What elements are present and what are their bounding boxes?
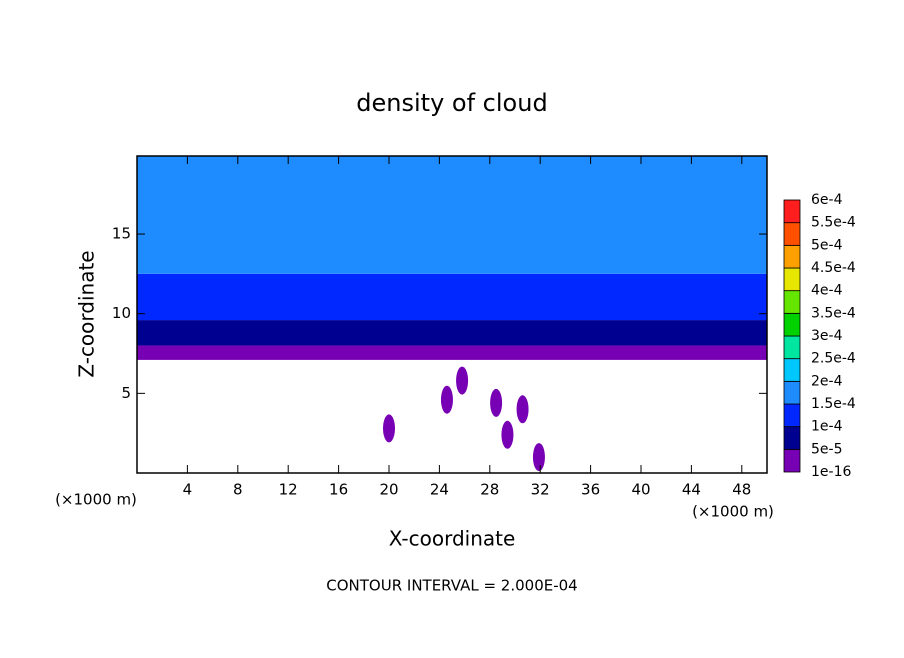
contour-blob — [532, 443, 545, 472]
colorbar-label: 5e-5 — [811, 441, 842, 457]
colorbar-swatch — [783, 403, 801, 428]
contour-region — [137, 320, 767, 346]
x-tick-label: 4 — [183, 481, 193, 499]
colorbar-swatch — [783, 312, 801, 337]
colorbar-label: 3.5e-4 — [811, 305, 856, 321]
colorbar-label: 2e-4 — [811, 373, 843, 389]
colorbar-label: 5.5e-4 — [811, 215, 856, 231]
colorbar-swatch — [783, 267, 801, 292]
x-tick-label: 28 — [480, 481, 499, 499]
x-tick-label: 48 — [732, 481, 751, 499]
y-axis-label: Z-coordinate — [75, 250, 99, 377]
colorbar-label: 3e-4 — [811, 328, 843, 344]
colorbar-swatch — [783, 290, 801, 314]
y-unit: (×1000 m) — [55, 491, 137, 509]
colorbar-swatch — [783, 335, 801, 360]
plot-frame — [136, 155, 768, 474]
x-tick-label: 16 — [329, 481, 348, 499]
contour-blob — [490, 388, 503, 417]
colorbar-swatch — [783, 199, 801, 224]
colorbar-swatch — [783, 222, 801, 246]
y-tick-label: 15 — [112, 225, 131, 243]
footer: CONTOUR INTERVAL = 2.000E-04 — [326, 577, 577, 595]
colorbar-swatch — [783, 426, 801, 450]
colorbar-swatch — [783, 244, 801, 269]
x-tick-label: 24 — [430, 481, 449, 499]
contour-region — [137, 156, 767, 274]
colorbar-label: 1.5e-4 — [811, 396, 856, 412]
x-unit: (×1000 m) — [692, 503, 774, 521]
contour-region — [137, 345, 767, 360]
x-tick-label: 12 — [279, 481, 298, 499]
x-tick-label: 8 — [233, 481, 243, 499]
x-tick-label: 32 — [531, 481, 550, 499]
colorbar-label: 5e-4 — [811, 237, 843, 253]
x-axis-label: X-coordinate — [389, 527, 516, 551]
contour-blob — [501, 420, 514, 449]
colorbar-swatch — [783, 448, 801, 473]
contour-blob — [456, 366, 469, 395]
contour-blob — [440, 385, 453, 414]
x-tick-label: 40 — [631, 481, 650, 499]
colorbar-label: 1e-16 — [811, 464, 851, 480]
y-tick-label: 10 — [112, 304, 131, 322]
colorbar-label: 4.5e-4 — [811, 260, 856, 276]
colorbar-label: 4e-4 — [811, 283, 843, 299]
chart-title: density of cloud — [356, 89, 547, 117]
y-tick-label: 5 — [121, 384, 131, 402]
contour-region — [137, 273, 767, 321]
colorbar-label: 2.5e-4 — [811, 351, 856, 367]
colorbar-swatch — [783, 358, 801, 382]
colorbar-label: 6e-4 — [811, 192, 843, 208]
colorbar-swatch — [783, 380, 801, 405]
contour-blob — [383, 414, 395, 443]
x-tick-label: 36 — [581, 481, 600, 499]
colorbar-label: 1e-4 — [811, 419, 843, 435]
contour-blob — [516, 395, 529, 424]
x-tick-label: 20 — [379, 481, 398, 499]
x-tick-label: 44 — [682, 481, 701, 499]
